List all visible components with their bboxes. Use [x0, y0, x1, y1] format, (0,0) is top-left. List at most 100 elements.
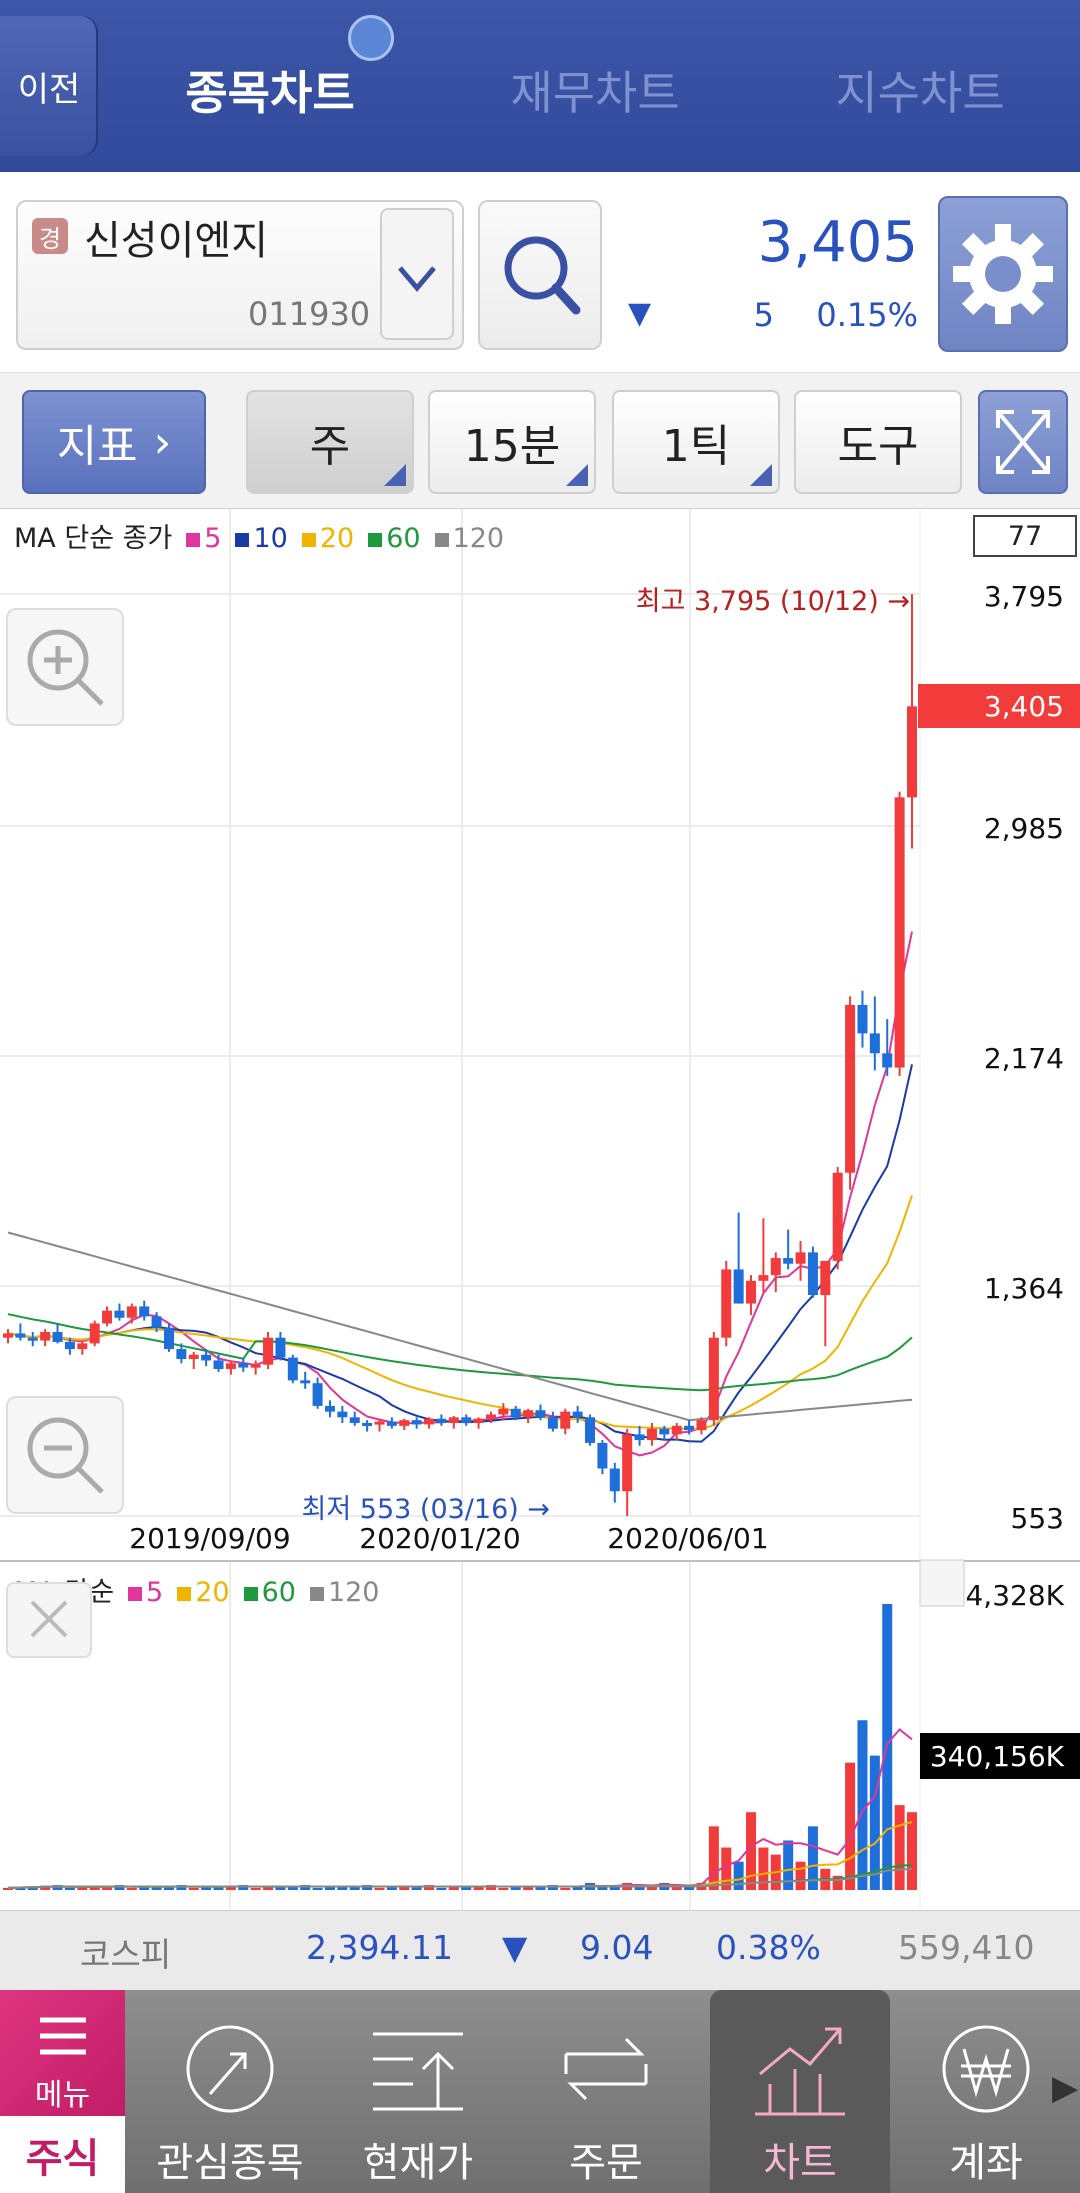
- volume-bar: [238, 1885, 249, 1890]
- x-tick-label: 2019/09/09: [129, 1522, 290, 1555]
- volume-bar: [312, 1887, 323, 1890]
- candle-body: [213, 1360, 224, 1369]
- tools-label: 도구: [837, 421, 919, 472]
- volume-bar: [213, 1886, 224, 1890]
- zoom-out-button[interactable]: [6, 1396, 124, 1514]
- period-15min-button[interactable]: 15분: [428, 390, 596, 494]
- tab-index-chart[interactable]: 지수차트: [835, 66, 1005, 120]
- nav-account[interactable]: 계좌: [896, 1990, 1076, 2193]
- stock-dropdown-button[interactable]: [380, 208, 454, 340]
- legend-swatch: [177, 1586, 192, 1601]
- tab-stock-chart[interactable]: 종목차트: [185, 66, 355, 120]
- volume-ma-lines: [7, 1728, 913, 1889]
- tick-button[interactable]: 1틱: [612, 390, 780, 494]
- kospi-volume: 559,410: [898, 1928, 1035, 1967]
- search-button[interactable]: [478, 200, 602, 350]
- candle-body: [746, 1280, 757, 1304]
- volume-bar: [362, 1885, 373, 1890]
- candle-body: [869, 1033, 880, 1054]
- y-tick-label: 1,364: [984, 1272, 1064, 1305]
- legend-label: 120: [327, 1577, 380, 1608]
- candle-body: [523, 1410, 534, 1418]
- tab-financial-chart[interactable]: 재무차트: [510, 66, 680, 120]
- legend-label: 60: [386, 523, 421, 554]
- price-chart[interactable]: 3,795 2,985 2,174 1,364 553 3,405 2019/09/09 20…: [0, 508, 1080, 1910]
- candle-body: [770, 1258, 781, 1276]
- volume-bar: [845, 1762, 856, 1890]
- candle-body: [820, 1260, 831, 1296]
- volume-bar: [64, 1887, 75, 1890]
- candle-body: [473, 1418, 484, 1424]
- nav-chart[interactable]: 차트: [710, 1990, 890, 2193]
- expand-button[interactable]: [978, 390, 1068, 494]
- gear-icon: [953, 224, 1053, 324]
- bottom-navigation: [0, 1990, 1080, 2193]
- close-volume-button[interactable]: [6, 1582, 92, 1658]
- volume-bar: [832, 1875, 843, 1890]
- volume-bar: [869, 1755, 880, 1890]
- candle-body: [250, 1364, 261, 1368]
- volume-bar: [287, 1885, 298, 1890]
- top-tab-bar: [0, 0, 1080, 172]
- nav-watchlist-label: 관심종목: [156, 2140, 304, 2186]
- indicator-button[interactable]: 지표 ›: [22, 390, 206, 494]
- nav-order[interactable]: 주문: [516, 1990, 696, 2193]
- ma-line-5: [7, 931, 913, 1457]
- candle-body: [126, 1306, 137, 1318]
- legend-label: 120: [452, 523, 505, 554]
- tools-button[interactable]: 도구: [794, 390, 962, 494]
- volume-bar: [176, 1885, 187, 1890]
- volume-bar: [597, 1887, 608, 1890]
- legend-swatch: [368, 532, 383, 547]
- nav-watchlist[interactable]: 관심종목: [140, 1990, 320, 2193]
- volume-bar: [448, 1887, 459, 1890]
- settings-button[interactable]: [938, 196, 1068, 352]
- candle-body: [102, 1310, 113, 1324]
- menu-button[interactable]: 메뉴: [0, 1990, 125, 2116]
- legend-label: 60: [261, 1577, 296, 1608]
- candle-body: [238, 1363, 249, 1368]
- volume-bar: [461, 1886, 472, 1890]
- volume-ma-line-120: [7, 1867, 913, 1889]
- stock-code: 011930: [248, 295, 371, 333]
- volume-bar: [684, 1885, 695, 1890]
- candle-body: [894, 797, 905, 1068]
- current-price: 3,405: [757, 210, 918, 275]
- candle-body: [634, 1434, 645, 1441]
- legend-label: 10: [253, 523, 288, 554]
- volume-bar: [560, 1887, 571, 1890]
- candle-body: [312, 1383, 323, 1406]
- tick-label: 1틱: [661, 421, 731, 472]
- volume-bar: [102, 1885, 113, 1890]
- nav-stock[interactable]: 주식: [0, 2116, 125, 2193]
- volume-bar: [634, 1887, 645, 1890]
- candle-body: [807, 1252, 818, 1296]
- volume-bar: [324, 1887, 335, 1890]
- candle-body: [560, 1411, 571, 1429]
- volume-bar: [399, 1886, 410, 1890]
- volume-bar: [40, 1885, 51, 1890]
- candle-body: [3, 1333, 13, 1338]
- nav-current-price[interactable]: 현재가: [328, 1990, 508, 2193]
- period-week-button[interactable]: 주: [246, 390, 414, 494]
- candle-body: [225, 1363, 236, 1369]
- kospi-ticker[interactable]: [0, 1910, 1080, 1991]
- volume-bar: [646, 1885, 657, 1890]
- volume-bar: [857, 1720, 868, 1890]
- zoom-in-button[interactable]: [6, 608, 124, 726]
- candle-body: [163, 1327, 174, 1350]
- candle-body: [52, 1331, 63, 1342]
- kospi-down-icon: ▼: [502, 1928, 528, 1967]
- close-icon: [30, 1600, 68, 1638]
- x-tick-label: 2020/01/20: [359, 1522, 520, 1555]
- candle-body: [15, 1333, 26, 1338]
- candle-count-box[interactable]: 77: [973, 515, 1077, 557]
- legend-swatch: [186, 532, 201, 547]
- candle-body: [374, 1421, 385, 1425]
- legend-swatch: [235, 532, 250, 547]
- nav-more-arrow-icon[interactable]: ▶: [1052, 2068, 1079, 2108]
- back-button[interactable]: 이전: [0, 16, 98, 156]
- candle-body: [337, 1411, 348, 1418]
- watchlist-icon: [186, 2025, 274, 2113]
- volume-bar: [52, 1885, 63, 1890]
